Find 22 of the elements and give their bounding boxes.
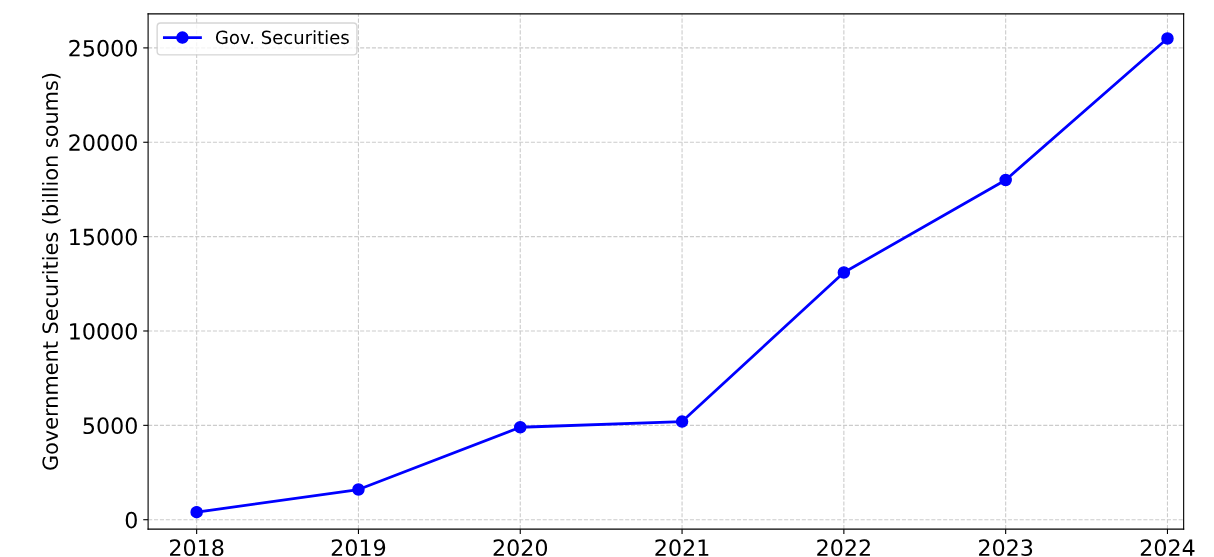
legend-label: Gov. Securities xyxy=(215,30,349,45)
x-tick-label: 2021 xyxy=(655,539,709,557)
point xyxy=(514,420,527,434)
point xyxy=(1161,32,1174,45)
point xyxy=(675,415,689,428)
x-tick-label: 2018 xyxy=(170,539,224,557)
x-tick-label: 2020 xyxy=(493,539,548,557)
x-tick-label: 2024 xyxy=(1140,539,1195,557)
point xyxy=(999,173,1012,187)
y-tick-label: 5000 xyxy=(83,417,137,435)
point xyxy=(190,505,203,519)
y-tick-label: 10000 xyxy=(70,322,137,340)
x-tick-label: 2019 xyxy=(331,539,386,557)
x-tick-label: 2022 xyxy=(817,539,870,557)
y-tick-label: 25000 xyxy=(69,39,137,57)
x-tick-label: 2023 xyxy=(979,539,1033,557)
y-tick-label: 0 xyxy=(125,511,137,529)
point xyxy=(352,483,365,496)
y-tick-label: 20000 xyxy=(69,134,137,152)
y-axis-title: Government Securities (billion soums) xyxy=(41,73,61,470)
point xyxy=(837,266,851,279)
y-tick-label: 15000 xyxy=(70,228,137,246)
